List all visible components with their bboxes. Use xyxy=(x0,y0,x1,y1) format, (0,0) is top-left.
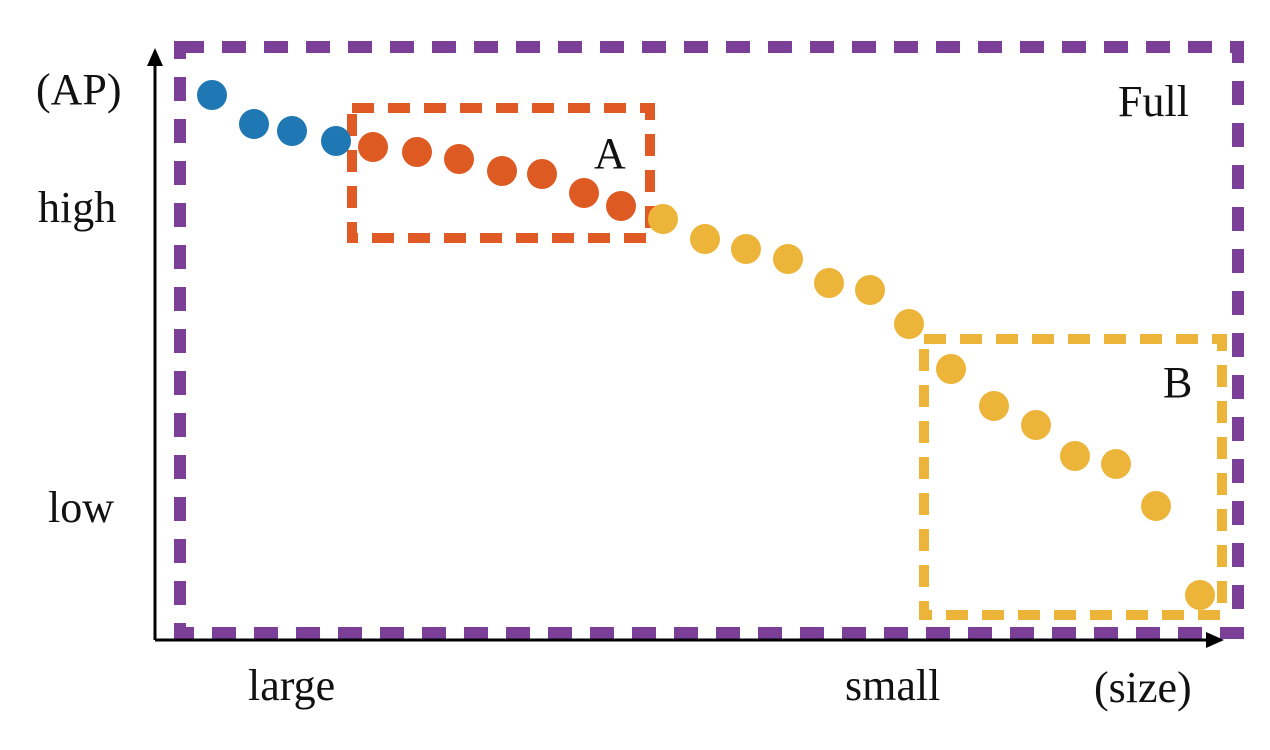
x-axis-label: (size) xyxy=(1094,663,1192,712)
data-dot xyxy=(277,116,307,146)
data-dot xyxy=(979,391,1009,421)
data-dot xyxy=(321,126,351,156)
region-b-box xyxy=(919,334,1227,620)
y-axis-arrowhead xyxy=(147,48,163,66)
region-a-box xyxy=(347,103,655,243)
data-dot xyxy=(569,178,599,208)
dot-group-blue xyxy=(197,80,351,156)
data-dot xyxy=(444,144,474,174)
region-b-label: B xyxy=(1163,358,1192,407)
data-dot xyxy=(1141,491,1171,521)
dot-group-yellow xyxy=(648,204,1215,610)
data-dot xyxy=(731,234,761,264)
x-axis-arrowhead xyxy=(1206,632,1224,648)
x-small-label: small xyxy=(845,661,940,710)
data-dot xyxy=(1021,410,1051,440)
data-dot xyxy=(894,309,924,339)
region-full-label: Full xyxy=(1118,77,1189,126)
data-dot xyxy=(606,191,636,221)
data-dot xyxy=(487,156,517,186)
data-dot xyxy=(197,80,227,110)
data-dot xyxy=(402,137,432,167)
data-dot xyxy=(690,224,720,254)
dot-group-orange xyxy=(358,132,636,221)
y-high-label: high xyxy=(38,183,116,232)
data-dot xyxy=(814,268,844,298)
data-dot xyxy=(1060,441,1090,471)
data-dot xyxy=(773,244,803,274)
x-large-label: large xyxy=(248,661,335,710)
data-dot xyxy=(936,354,966,384)
data-dot xyxy=(358,132,388,162)
data-dot xyxy=(1185,580,1215,610)
data-dot xyxy=(527,159,557,189)
data-dot xyxy=(648,204,678,234)
data-dot xyxy=(239,109,269,139)
region-full-box xyxy=(174,41,1244,639)
y-axis-label: (AP) xyxy=(36,65,122,114)
data-dot xyxy=(1101,449,1131,479)
y-low-label: low xyxy=(48,483,114,532)
data-dot xyxy=(855,275,885,305)
region-a-label: A xyxy=(594,129,626,178)
